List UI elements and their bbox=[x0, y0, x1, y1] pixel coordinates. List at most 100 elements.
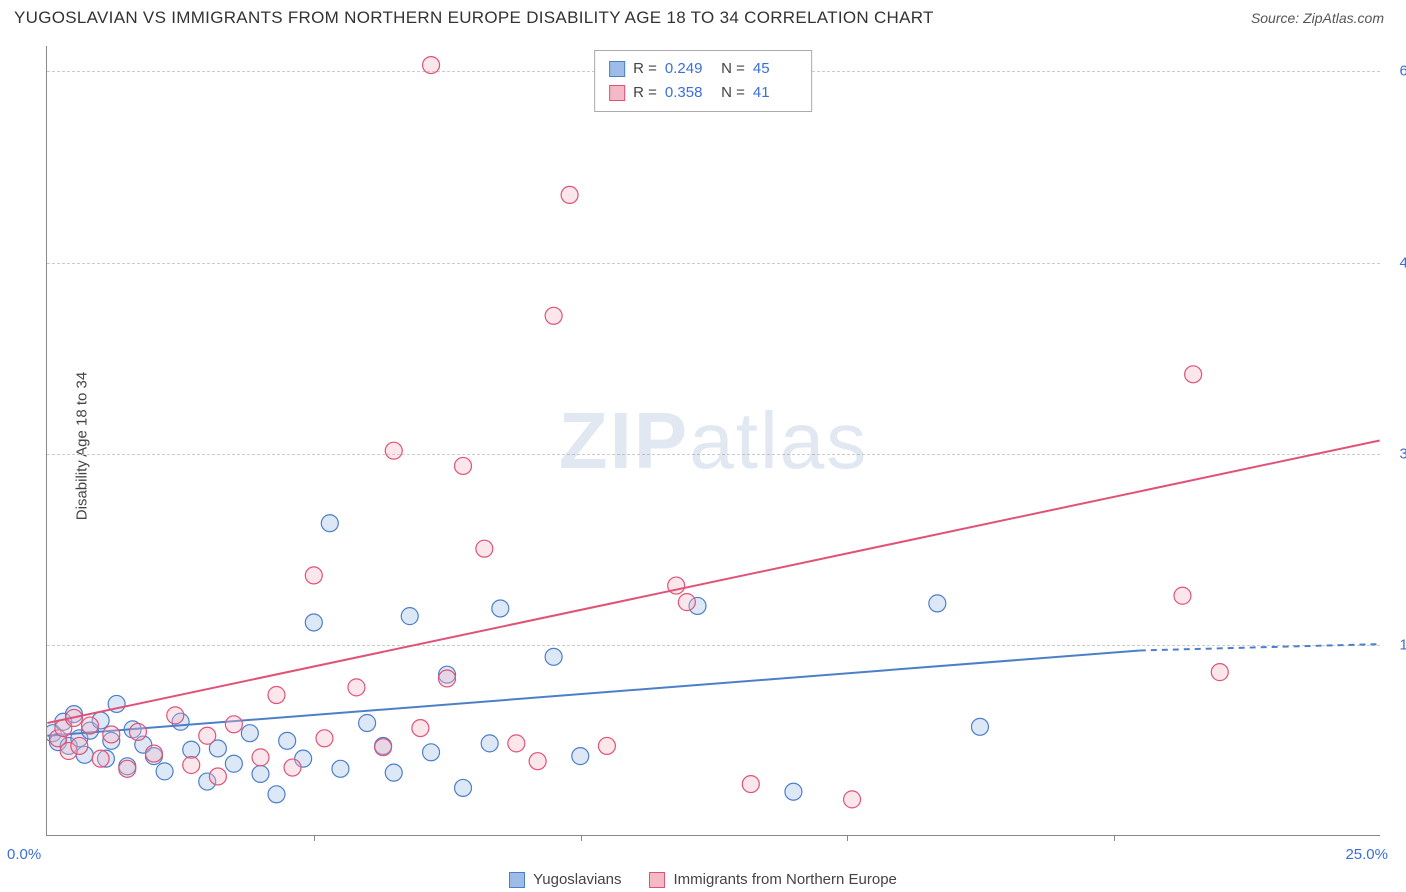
data-point bbox=[359, 715, 376, 732]
data-point bbox=[225, 716, 242, 733]
n-label: N = bbox=[717, 81, 745, 105]
data-point bbox=[252, 749, 269, 766]
gridline-horizontal bbox=[47, 263, 1380, 264]
data-point bbox=[103, 732, 120, 749]
data-point bbox=[742, 776, 759, 793]
data-point bbox=[668, 577, 685, 594]
data-point bbox=[279, 732, 296, 749]
data-point bbox=[332, 760, 349, 777]
legend-swatch bbox=[649, 872, 665, 888]
data-point bbox=[678, 594, 695, 611]
data-point bbox=[284, 759, 301, 776]
data-point bbox=[50, 734, 67, 751]
x-tick bbox=[1114, 835, 1115, 841]
data-point bbox=[508, 735, 525, 752]
data-point bbox=[199, 727, 216, 744]
data-point bbox=[348, 679, 365, 696]
data-point bbox=[66, 706, 83, 723]
data-point bbox=[929, 595, 946, 612]
watermark: ZIPatlas bbox=[559, 395, 868, 487]
data-point bbox=[455, 457, 472, 474]
scatter-svg bbox=[47, 46, 1380, 835]
data-point bbox=[1211, 664, 1228, 681]
data-point bbox=[124, 721, 141, 738]
data-point bbox=[316, 730, 333, 747]
data-point bbox=[241, 725, 258, 742]
legend-item: Immigrants from Northern Europe bbox=[649, 871, 896, 888]
x-axis-max-label: 25.0% bbox=[1345, 846, 1388, 863]
data-point bbox=[81, 717, 98, 734]
watermark-light: atlas bbox=[689, 396, 868, 485]
data-point bbox=[119, 760, 136, 777]
data-point bbox=[412, 720, 429, 737]
data-point bbox=[689, 597, 706, 614]
data-point bbox=[60, 743, 77, 760]
data-point bbox=[71, 730, 88, 747]
data-point bbox=[295, 750, 312, 767]
data-point bbox=[183, 757, 200, 774]
data-point bbox=[268, 687, 285, 704]
data-point bbox=[305, 614, 322, 631]
y-tick-label: 45.0% bbox=[1387, 254, 1406, 271]
legend-swatch bbox=[609, 61, 625, 77]
data-point bbox=[268, 786, 285, 803]
data-point bbox=[55, 713, 72, 730]
data-point bbox=[545, 648, 562, 665]
x-tick bbox=[581, 835, 582, 841]
data-point bbox=[119, 758, 136, 775]
data-point bbox=[423, 744, 440, 761]
stats-row: R = 0.358 N = 41 bbox=[609, 81, 797, 105]
data-point bbox=[108, 695, 125, 712]
data-point bbox=[50, 730, 67, 747]
data-point bbox=[439, 666, 456, 683]
data-point bbox=[92, 712, 109, 729]
data-point bbox=[1174, 587, 1191, 604]
n-value: 45 bbox=[753, 57, 797, 81]
data-point bbox=[209, 740, 226, 757]
data-point bbox=[305, 567, 322, 584]
data-point bbox=[785, 783, 802, 800]
legend-swatch bbox=[609, 85, 625, 101]
data-point bbox=[55, 720, 72, 737]
legend-label: Immigrants from Northern Europe bbox=[673, 871, 896, 888]
data-point bbox=[561, 186, 578, 203]
data-point bbox=[103, 726, 120, 743]
r-value: 0.249 bbox=[665, 57, 709, 81]
data-point bbox=[439, 670, 456, 687]
data-point bbox=[401, 608, 418, 625]
data-point bbox=[47, 725, 61, 742]
r-label: R = bbox=[633, 81, 657, 105]
chart-title: YUGOSLAVIAN VS IMMIGRANTS FROM NORTHERN … bbox=[14, 8, 934, 28]
gridline-horizontal bbox=[47, 645, 1380, 646]
source-attribution: Source: ZipAtlas.com bbox=[1251, 10, 1384, 26]
data-point bbox=[145, 748, 162, 765]
data-point bbox=[60, 737, 77, 754]
gridline-horizontal bbox=[47, 454, 1380, 455]
data-point bbox=[321, 515, 338, 532]
data-point bbox=[971, 718, 988, 735]
r-value: 0.358 bbox=[665, 81, 709, 105]
correlation-stats-box: R = 0.249 N = 45 R = 0.358 N = 41 bbox=[594, 50, 812, 112]
n-label: N = bbox=[717, 57, 745, 81]
data-point bbox=[572, 748, 589, 765]
trend-line bbox=[47, 441, 1379, 724]
data-point bbox=[209, 768, 226, 785]
data-point bbox=[172, 713, 189, 730]
data-point bbox=[481, 735, 498, 752]
r-label: R = bbox=[633, 57, 657, 81]
data-point bbox=[199, 773, 216, 790]
chart-plot-area: ZIPatlas 0.0% 25.0% 15.0%30.0%45.0%60.0% bbox=[46, 46, 1380, 836]
data-point bbox=[375, 737, 392, 754]
data-point bbox=[1185, 366, 1202, 383]
n-value: 41 bbox=[753, 81, 797, 105]
data-point bbox=[225, 755, 242, 772]
data-point bbox=[129, 723, 146, 740]
data-point bbox=[167, 707, 184, 724]
y-tick-label: 15.0% bbox=[1387, 636, 1406, 653]
bottom-legend: YugoslaviansImmigrants from Northern Eur… bbox=[0, 871, 1406, 888]
data-point bbox=[71, 737, 88, 754]
x-tick bbox=[314, 835, 315, 841]
data-point bbox=[385, 442, 402, 459]
data-point bbox=[455, 779, 472, 796]
data-point bbox=[135, 736, 152, 753]
